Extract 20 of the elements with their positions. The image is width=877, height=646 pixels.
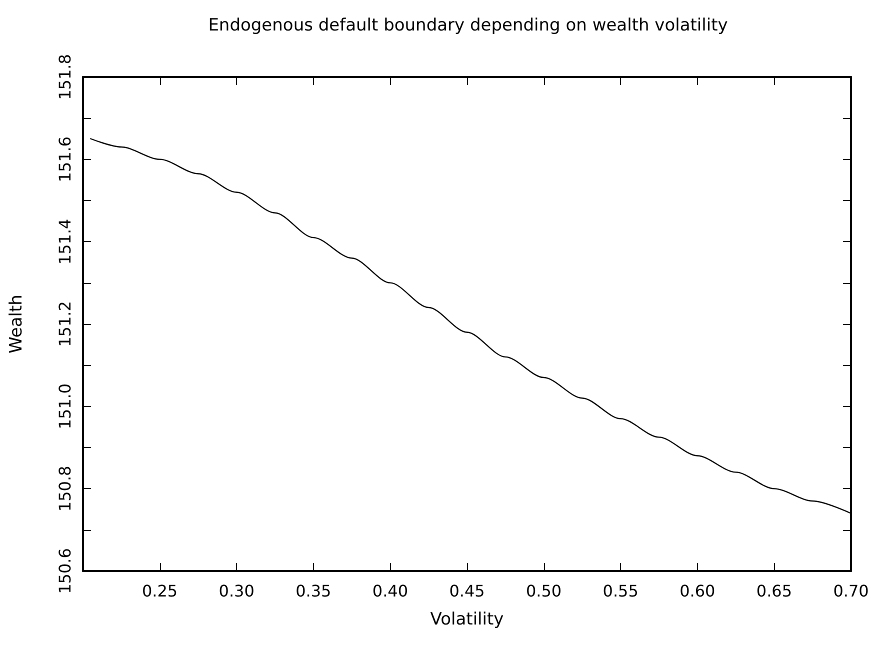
- x-tick-label: 0.65: [756, 582, 792, 600]
- x-tick-label: 0.35: [296, 582, 332, 600]
- x-tick-label: 0.70: [833, 582, 869, 600]
- y-tick-label: 151.4: [56, 218, 74, 265]
- y-tick-label: 150.8: [56, 466, 74, 512]
- x-tick-label: 0.55: [602, 582, 638, 600]
- y-tick-label: 151.0: [56, 383, 74, 430]
- x-tick-label: 0.45: [449, 582, 485, 600]
- x-tick-label: 0.50: [526, 582, 562, 600]
- x-tick-label: 0.40: [372, 582, 408, 600]
- chart-title: Endogenous default boundary depending on wealth volatility: [208, 16, 728, 36]
- x-tick-label: 0.30: [218, 582, 254, 600]
- x-axis-title: Volatility: [430, 610, 504, 630]
- x-tick-label: 0.25: [142, 582, 178, 600]
- y-tick-label: 151.2: [56, 301, 74, 347]
- y-tick-label: 151.8: [56, 54, 74, 100]
- y-axis-title: Wealth: [6, 294, 26, 354]
- y-tick-label: 151.6: [56, 136, 74, 182]
- x-tick-label: 0.60: [680, 582, 716, 600]
- y-tick-label: 150.6: [56, 548, 74, 594]
